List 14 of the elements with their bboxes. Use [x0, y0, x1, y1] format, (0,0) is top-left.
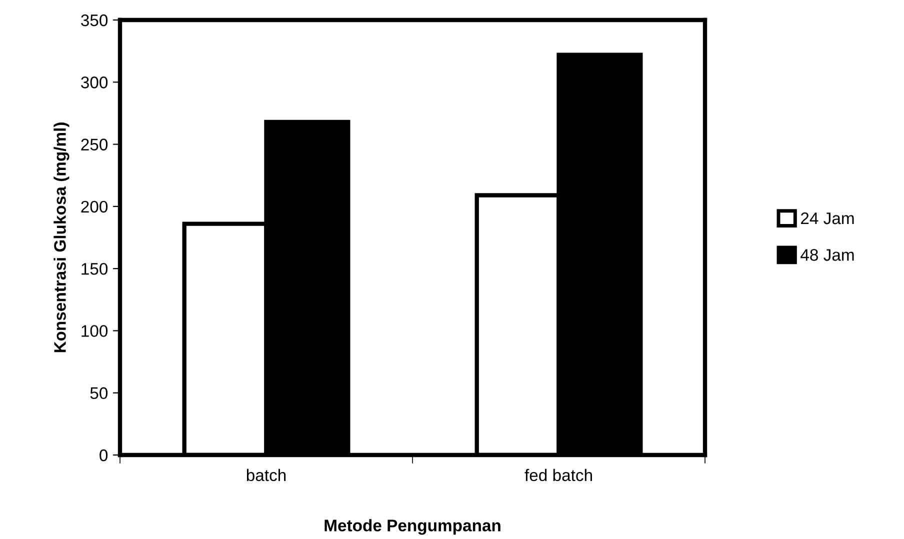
- x-tick-label: fed batch: [524, 468, 592, 482]
- legend-label: 24 Jam: [801, 212, 854, 224]
- y-tick-label: 250: [81, 138, 108, 150]
- y-tick-label: 100: [82, 325, 108, 337]
- y-tick-label: 300: [81, 76, 108, 88]
- y-tick-label: 350: [81, 14, 108, 26]
- legend-label: 48 Jam: [800, 249, 854, 261]
- x-tick-label: batch: [246, 468, 286, 482]
- y-tick-label: 0: [100, 449, 108, 462]
- y-tick-label: 50: [90, 387, 108, 400]
- y-axis-title: Konsentrasi Glukosa (mg/ml): [54, 122, 70, 352]
- y-tick-label: 150: [82, 262, 108, 275]
- x-axis-title: Metode Pengumpanan: [324, 519, 500, 535]
- y-tick-label: 200: [81, 200, 108, 213]
